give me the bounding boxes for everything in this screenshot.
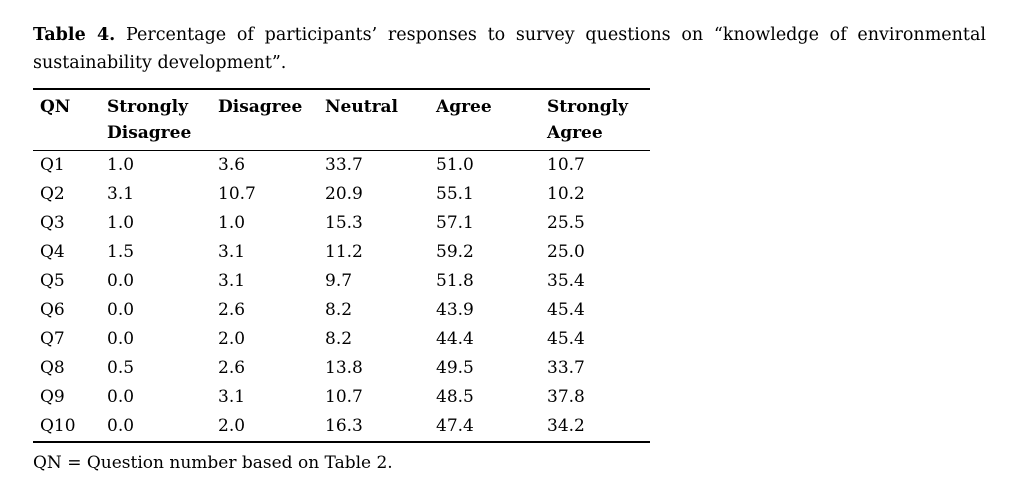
table-cell: 1.0 <box>218 213 246 233</box>
table-cell: 0.0 <box>107 300 135 320</box>
table-cell: 43.9 <box>436 300 474 320</box>
table-cell: 37.8 <box>547 387 585 407</box>
table-cell: 3.6 <box>218 155 246 175</box>
row-label: Q2 <box>40 184 65 204</box>
table-cell: 57.1 <box>436 213 474 233</box>
row-label: Q9 <box>40 387 65 407</box>
table-cell: 8.2 <box>325 300 353 320</box>
table-cell: 10.7 <box>218 184 256 204</box>
table-row: Q8 0.5 2.6 13.8 49.5 33.7 <box>33 354 650 383</box>
row-label: Q1 <box>40 155 65 175</box>
table-cell: 49.5 <box>436 358 474 378</box>
table-cell: 48.5 <box>436 387 474 407</box>
table-cell: 55.1 <box>436 184 474 204</box>
row-label: Q5 <box>40 271 65 291</box>
table-cell: 1.0 <box>107 213 135 233</box>
table-caption-text: Percentage of participants’ responses to… <box>33 25 986 73</box>
row-label: Q7 <box>40 329 65 349</box>
column-header-agree: Agree <box>429 89 540 151</box>
table-cell: 3.1 <box>218 387 246 407</box>
survey-results-table: QN Strongly Disagree Disagree Neutral Ag… <box>33 88 650 443</box>
table-cell: 13.8 <box>325 358 363 378</box>
column-header-qn: QN <box>33 89 100 151</box>
table-cell: 1.5 <box>107 242 135 262</box>
table-body: Q1 1.0 3.6 33.7 51.0 10.7 Q2 3.1 10.7 20… <box>33 151 650 443</box>
row-label: Q8 <box>40 358 65 378</box>
table-row: Q1 1.0 3.6 33.7 51.0 10.7 <box>33 151 650 181</box>
table-cell: 0.0 <box>107 329 135 349</box>
table-cell: 25.0 <box>547 242 585 262</box>
table-cell: 2.6 <box>218 358 246 378</box>
table-row: Q4 1.5 3.1 11.2 59.2 25.0 <box>33 238 650 267</box>
table-cell: 0.0 <box>107 271 135 291</box>
table-cell: 8.2 <box>325 329 353 349</box>
table-cell: 10.2 <box>547 184 585 204</box>
table-row: Q6 0.0 2.6 8.2 43.9 45.4 <box>33 296 650 325</box>
table-cell: 0.0 <box>107 387 135 407</box>
table-cell: 0.5 <box>107 358 135 378</box>
table-cell: 34.2 <box>547 416 585 436</box>
table-row: Q3 1.0 1.0 15.3 57.1 25.5 <box>33 209 650 238</box>
table-cell: 35.4 <box>547 271 585 291</box>
table-cell: 45.4 <box>547 300 585 320</box>
table-cell: 16.3 <box>325 416 363 436</box>
table-caption: Table 4. Percentage of participants’ res… <box>33 21 986 77</box>
column-header-disagree: Disagree <box>211 89 318 151</box>
table-cell: 59.2 <box>436 242 474 262</box>
column-header-strongly-agree: Strongly Agree <box>540 89 650 151</box>
column-header-neutral: Neutral <box>318 89 429 151</box>
table-cell: 44.4 <box>436 329 474 349</box>
row-label: Q3 <box>40 213 65 233</box>
table-cell: 3.1 <box>218 242 246 262</box>
table-cell: 33.7 <box>547 358 585 378</box>
row-label: Q10 <box>40 416 76 436</box>
table-cell: 10.7 <box>547 155 585 175</box>
table-row: Q9 0.0 3.1 10.7 48.5 37.8 <box>33 383 650 412</box>
table-cell: 51.8 <box>436 271 474 291</box>
table-cell: 25.5 <box>547 213 585 233</box>
table-cell: 9.7 <box>325 271 353 291</box>
table-row: Q2 3.1 10.7 20.9 55.1 10.2 <box>33 180 650 209</box>
table-cell: 11.2 <box>325 242 363 262</box>
table-cell: 20.9 <box>325 184 363 204</box>
table-row: Q5 0.0 3.1 9.7 51.8 35.4 <box>33 267 650 296</box>
table-cell: 47.4 <box>436 416 474 436</box>
table-cell: 10.7 <box>325 387 363 407</box>
table-header: QN Strongly Disagree Disagree Neutral Ag… <box>33 89 650 151</box>
row-label: Q6 <box>40 300 65 320</box>
table-row: Q7 0.0 2.0 8.2 44.4 45.4 <box>33 325 650 354</box>
column-header-strongly-disagree: Strongly Disagree <box>100 89 211 151</box>
table-cell: 2.0 <box>218 329 246 349</box>
table-cell: 3.1 <box>218 271 246 291</box>
table-cell: 2.0 <box>218 416 246 436</box>
table-cell: 33.7 <box>325 155 363 175</box>
table-cell: 0.0 <box>107 416 135 436</box>
table-caption-label: Table 4. <box>33 25 116 45</box>
table-cell: 1.0 <box>107 155 135 175</box>
table-cell: 15.3 <box>325 213 363 233</box>
header-row: QN Strongly Disagree Disagree Neutral Ag… <box>33 89 650 151</box>
row-label: Q4 <box>40 242 65 262</box>
table-cell: 51.0 <box>436 155 474 175</box>
table-cell: 3.1 <box>107 184 135 204</box>
table-cell: 45.4 <box>547 329 585 349</box>
table-footnote: QN = Question number based on Table 2. <box>33 453 393 473</box>
table-row: Q10 0.0 2.0 16.3 47.4 34.2 <box>33 412 650 442</box>
table-cell: 2.6 <box>218 300 246 320</box>
